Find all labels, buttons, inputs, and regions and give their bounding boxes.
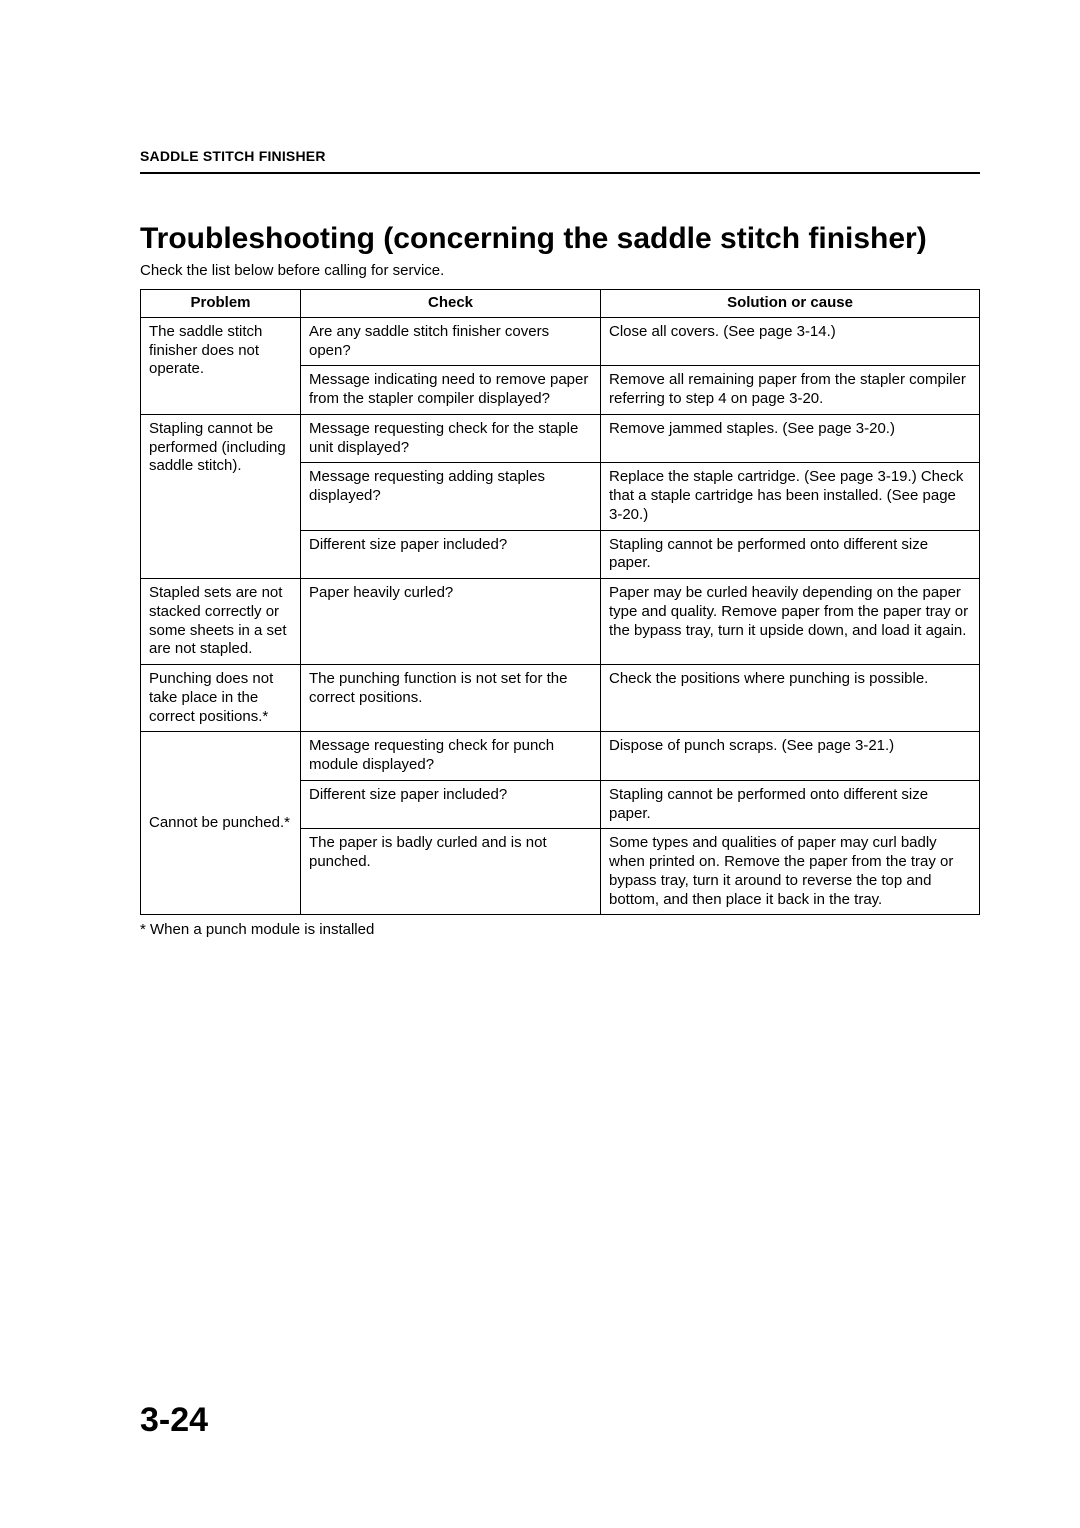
cell-check: The paper is badly curled and is not pun… <box>301 829 601 915</box>
table-header-row: Problem Check Solution or cause <box>141 290 980 318</box>
cell-problem: Stapling cannot be performed (including … <box>141 414 301 578</box>
cell-problem: Stapled sets are not stacked correctly o… <box>141 579 301 665</box>
cell-solution: Some types and qualities of paper may cu… <box>601 829 980 915</box>
cell-solution: Stapling cannot be performed onto differ… <box>601 530 980 579</box>
cell-solution: Remove jammed staples. (See page 3-20.) <box>601 414 980 463</box>
cell-solution: Paper may be curled heavily depending on… <box>601 579 980 665</box>
cell-problem: Cannot be punched.* <box>141 732 301 915</box>
page: SADDLE STITCH FINISHER Troubleshooting (… <box>0 0 1080 1528</box>
page-title: Troubleshooting (concerning the saddle s… <box>140 222 980 256</box>
col-problem: Problem <box>141 290 301 318</box>
header-rule <box>140 172 980 174</box>
cell-solution: Close all covers. (See page 3-14.) <box>601 317 980 366</box>
table-row: Stapled sets are not stacked correctly o… <box>141 579 980 665</box>
cell-solution: Dispose of punch scraps. (See page 3-21.… <box>601 732 980 781</box>
cell-problem: Punching does not take place in the corr… <box>141 665 301 732</box>
cell-problem: The saddle stitch finisher does not oper… <box>141 317 301 414</box>
col-check: Check <box>301 290 601 318</box>
intro-text: Check the list below before calling for … <box>140 262 980 279</box>
cell-check: Are any saddle stitch finisher covers op… <box>301 317 601 366</box>
cell-check: Different size paper included? <box>301 780 601 829</box>
table-row: Stapling cannot be performed (including … <box>141 414 980 463</box>
col-solution: Solution or cause <box>601 290 980 318</box>
page-number: 3-24 <box>140 1401 208 1440</box>
table-row: The saddle stitch finisher does not oper… <box>141 317 980 366</box>
cell-solution: Stapling cannot be performed onto differ… <box>601 780 980 829</box>
cell-solution: Replace the staple cartridge. (See page … <box>601 463 980 530</box>
cell-solution: Check the positions where punching is po… <box>601 665 980 732</box>
cell-check: The punching function is not set for the… <box>301 665 601 732</box>
running-head: SADDLE STITCH FINISHER <box>140 148 980 164</box>
troubleshooting-table: Problem Check Solution or cause The sadd… <box>140 289 980 915</box>
cell-check: Paper heavily curled? <box>301 579 601 665</box>
footnote: * When a punch module is installed <box>140 921 980 938</box>
cell-check: Message indicating need to remove paper … <box>301 366 601 415</box>
cell-solution: Remove all remaining paper from the stap… <box>601 366 980 415</box>
cell-check: Message requesting adding staples displa… <box>301 463 601 530</box>
table-row: Cannot be punched.* Message requesting c… <box>141 732 980 781</box>
table-row: Punching does not take place in the corr… <box>141 665 980 732</box>
cell-check: Message requesting check for the staple … <box>301 414 601 463</box>
cell-check: Message requesting check for punch modul… <box>301 732 601 781</box>
cell-check: Different size paper included? <box>301 530 601 579</box>
